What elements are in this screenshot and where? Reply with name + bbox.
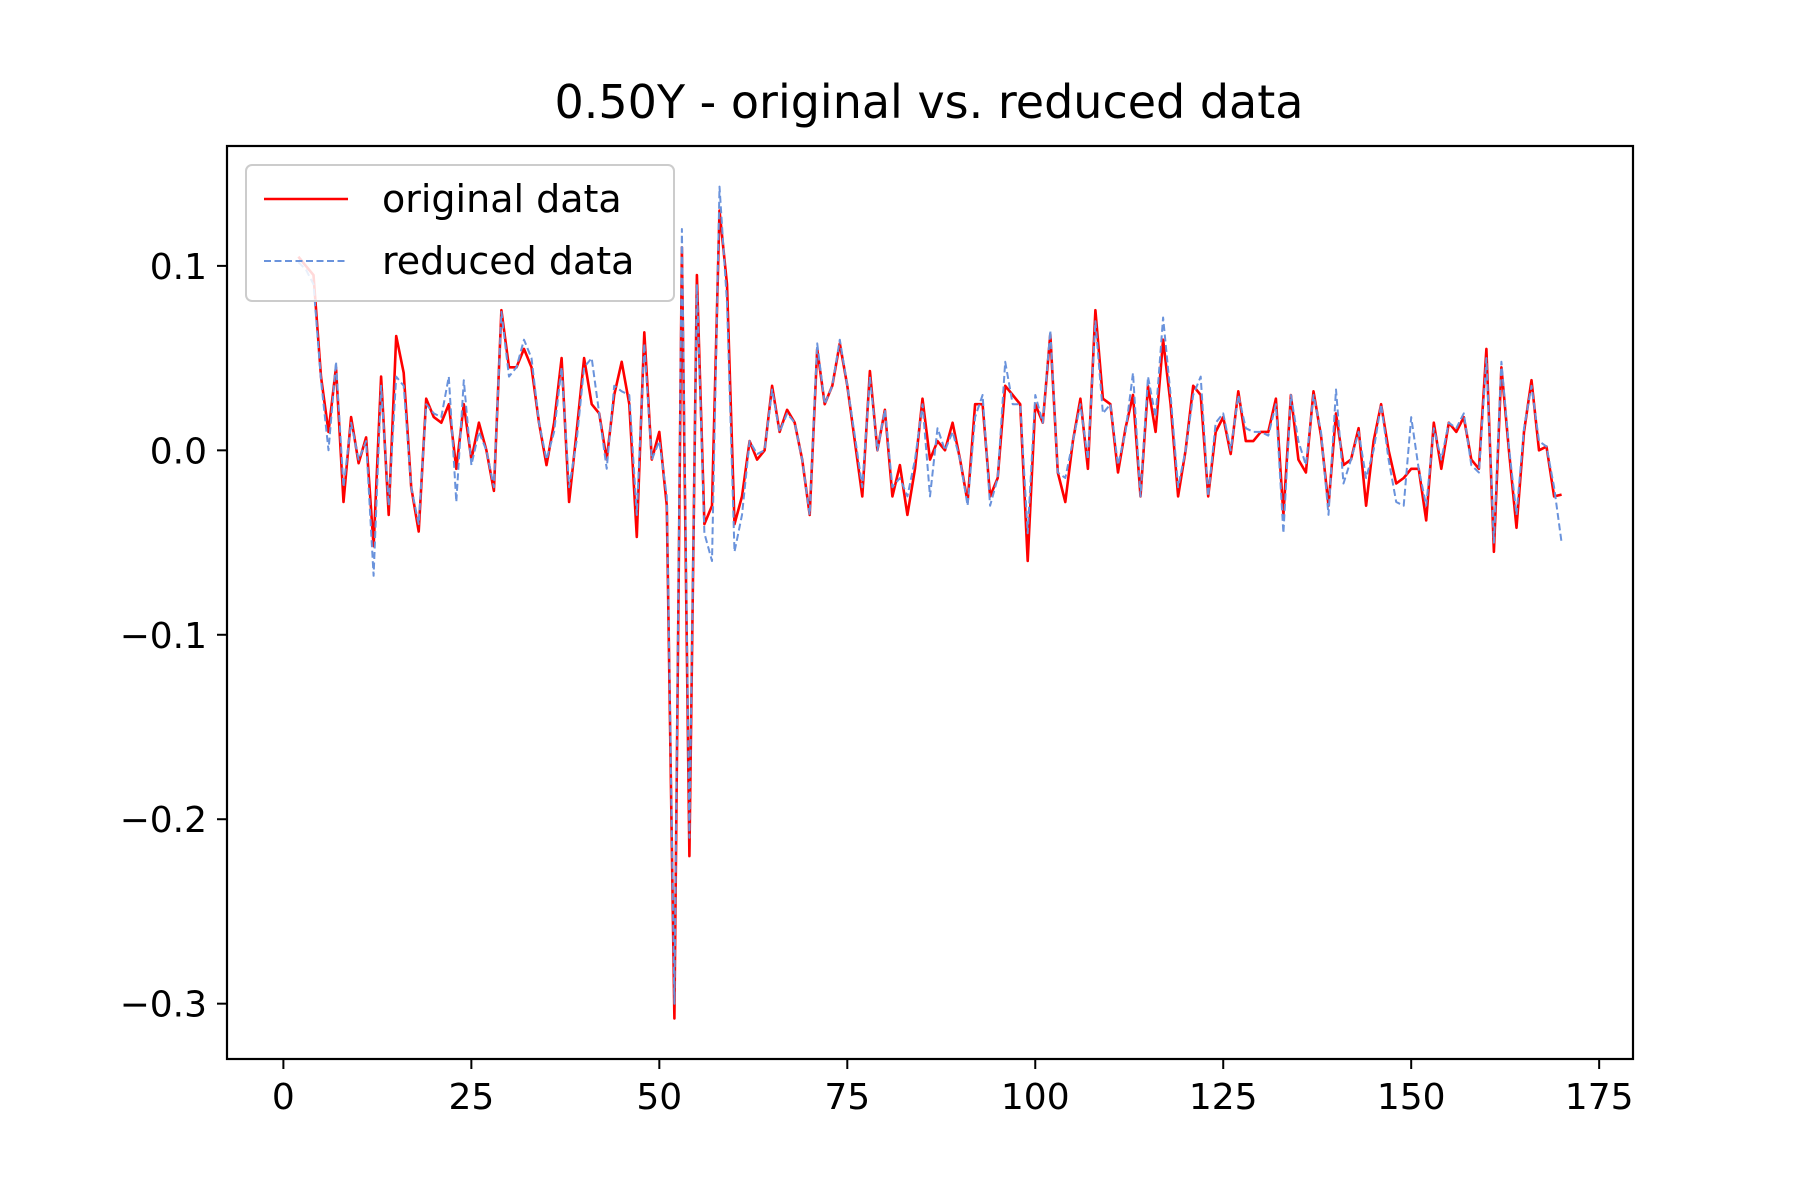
y-tick-label: −0.2 (120, 800, 207, 841)
y-tick-label: −0.3 (120, 985, 207, 1026)
legend-box (245, 164, 675, 302)
series-layer (297, 185, 1563, 1020)
x-tick-label: 150 (1377, 1077, 1446, 1118)
x-tick-label: 25 (448, 1077, 494, 1118)
y-axis: 0.1 0.0 −0.1 −0.2 −0.3 (120, 247, 227, 1026)
legend-label: original data (382, 177, 622, 221)
x-tick-label: 175 (1565, 1077, 1634, 1118)
x-tick-label: 125 (1189, 1077, 1258, 1118)
plot-frame (225, 144, 1635, 1061)
chart-title: 0.50Y - original vs. reduced data (555, 75, 1304, 129)
y-tick-label: 0.1 (150, 247, 207, 288)
y-tick-label: 0.0 (150, 431, 207, 472)
reduced-data-line (297, 185, 1563, 1005)
x-axis: 0 25 50 75 100 125 150 175 (272, 1059, 1634, 1118)
legend-label: reduced data (382, 239, 634, 283)
x-tick-label: 50 (636, 1077, 682, 1118)
legend: original data reduced data (245, 164, 675, 302)
x-tick-label: 75 (824, 1077, 870, 1118)
x-tick-label: 0 (272, 1077, 295, 1118)
x-tick-label: 100 (1001, 1077, 1070, 1118)
y-tick-label: −0.1 (120, 616, 207, 657)
